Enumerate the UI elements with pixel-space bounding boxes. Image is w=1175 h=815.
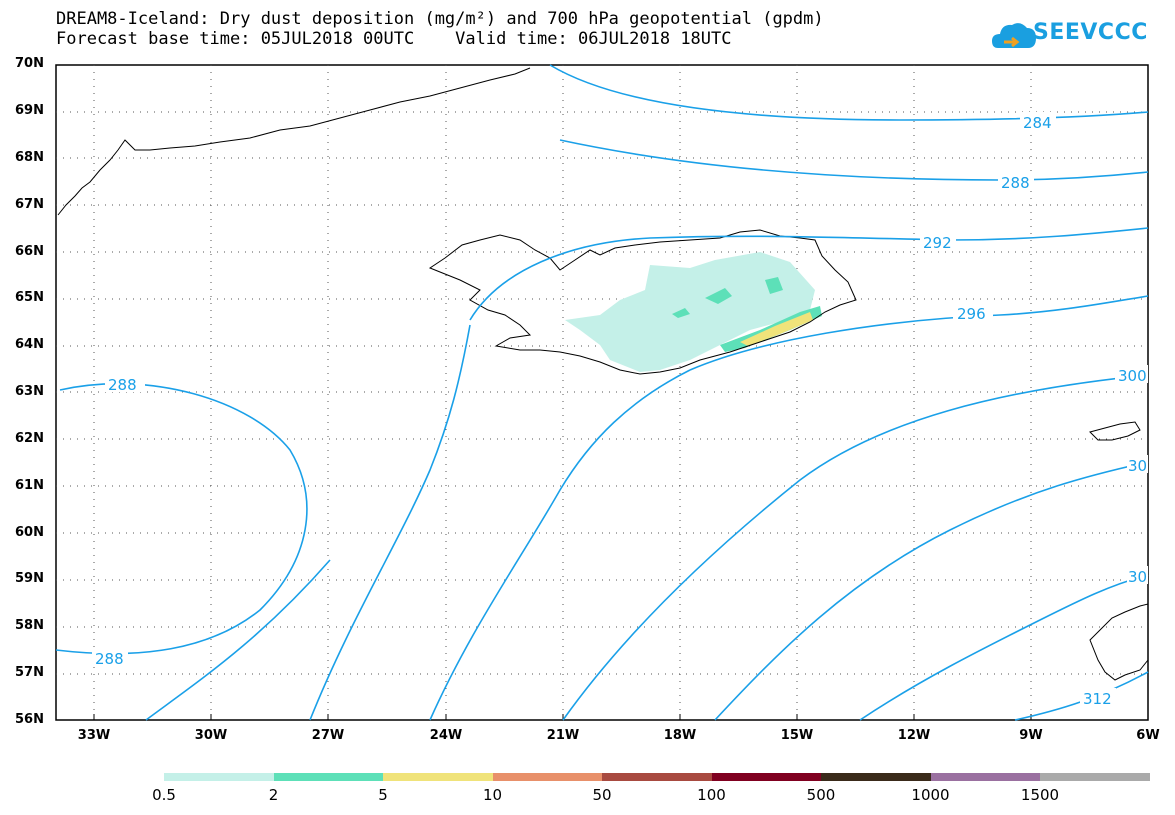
colorbar-swatch <box>383 773 493 781</box>
colorbar-swatch <box>930 773 1040 781</box>
lon-label: 24W <box>429 728 463 743</box>
lon-label: 9W <box>1019 728 1043 743</box>
lat-label: 61N <box>15 478 44 493</box>
contour-label: 288 <box>95 650 124 668</box>
colorbar-label: 1500 <box>1020 786 1060 804</box>
colorbar-label: 2 <box>268 786 279 804</box>
colorbar-label: 100 <box>697 786 726 804</box>
colorbar-label: 1000 <box>911 786 950 804</box>
colorbar-swatch <box>492 773 602 781</box>
colorbar-label: 0.5 <box>152 786 176 804</box>
cloud-icon <box>992 23 1036 48</box>
graticule <box>56 65 1148 720</box>
contour-label: 30 <box>1128 457 1147 475</box>
lat-label: 62N <box>15 431 44 446</box>
contour-label: 300 <box>1118 367 1147 385</box>
contour-label: 292 <box>923 234 952 252</box>
faroe-islands <box>1089 421 1141 441</box>
iceland-coastline <box>428 229 857 375</box>
lon-label: 12W <box>897 728 931 743</box>
lat-label: 64N <box>15 337 44 352</box>
map-title-line2: Forecast base time: 05JUL2018 00UTC Vali… <box>56 29 732 49</box>
map-title-line1: DREAM8-Iceland: Dry dust deposition (mg/… <box>56 9 824 29</box>
contour-label: 288 <box>1001 174 1030 192</box>
colorbar-label: 10 <box>482 786 503 804</box>
lat-label: 65N <box>15 290 44 305</box>
colorbar-swatch <box>273 773 383 781</box>
lon-label: 18W <box>663 728 697 743</box>
colorbar-label: 5 <box>378 786 388 804</box>
colorbar-swatch <box>821 773 931 781</box>
contour-label: 284 <box>1023 114 1052 132</box>
lat-label: 58N <box>15 618 44 633</box>
greenland-coastline <box>57 67 531 216</box>
colorbar-label: 500 <box>806 786 836 804</box>
lat-label: 66N <box>15 244 44 259</box>
colorbar-swatch <box>1040 773 1150 781</box>
lat-label: 63N <box>15 384 44 399</box>
contour-label: 296 <box>957 305 986 323</box>
lon-label: 21W <box>546 728 580 743</box>
lon-label: 33W <box>77 728 111 743</box>
scotland-coastline <box>1089 603 1149 681</box>
lon-label: 6W <box>1136 728 1160 743</box>
lon-label: 30W <box>194 728 228 743</box>
lat-label: 68N <box>15 150 44 165</box>
colorbar-swatch <box>711 773 821 781</box>
colorbar-label: 50 <box>592 786 612 804</box>
contour-label: 312 <box>1083 690 1112 708</box>
logo-text: SEEVCCC <box>1033 20 1148 45</box>
contour-label: 288 <box>108 376 137 394</box>
lat-label: 59N <box>15 571 44 586</box>
lat-label: 70N <box>15 56 44 71</box>
colorbar-swatch <box>164 773 274 781</box>
lat-label: 56N <box>15 712 44 727</box>
lat-label: 67N <box>15 197 44 212</box>
lon-label: 27W <box>311 728 345 743</box>
colorbar-swatch <box>602 773 712 781</box>
contour-label: 30 <box>1128 568 1147 586</box>
lat-label: 57N <box>15 665 44 680</box>
dust-deposition-field <box>565 252 822 372</box>
lat-label: 60N <box>15 525 44 540</box>
lon-label: 15W <box>780 728 814 743</box>
lat-label: 69N <box>15 103 44 118</box>
